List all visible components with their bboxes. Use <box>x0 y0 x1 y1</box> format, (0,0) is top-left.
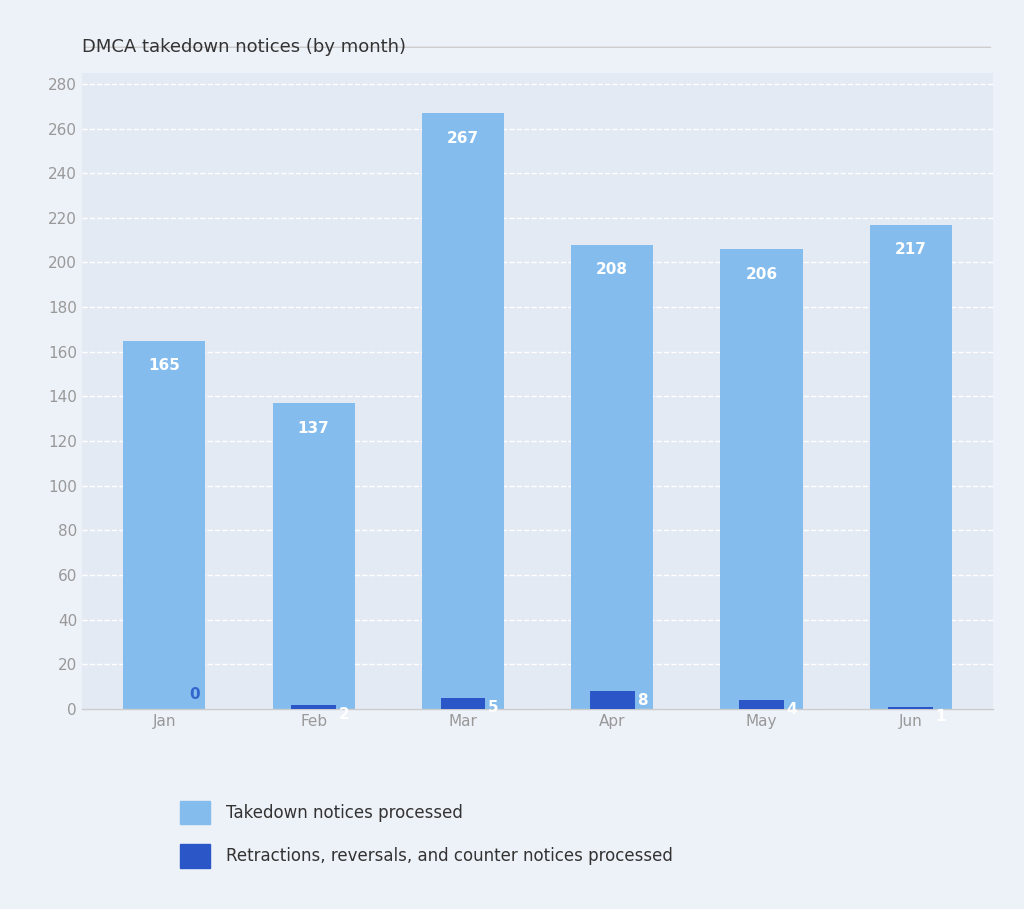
Bar <box>889 707 933 709</box>
Text: 4: 4 <box>786 703 797 717</box>
Bar <box>291 704 336 709</box>
Text: 1: 1 <box>936 709 946 724</box>
Text: 8: 8 <box>637 694 647 708</box>
Text: 2: 2 <box>338 707 349 722</box>
Bar <box>739 700 784 709</box>
Bar <box>272 404 354 709</box>
Text: 137: 137 <box>298 421 330 436</box>
Bar <box>440 698 485 709</box>
Bar <box>123 341 206 709</box>
Text: 267: 267 <box>446 131 479 145</box>
Bar <box>869 225 952 709</box>
Text: 206: 206 <box>745 267 777 282</box>
Text: 208: 208 <box>596 263 629 277</box>
Text: DMCA takedown notices (by month): DMCA takedown notices (by month) <box>82 38 406 55</box>
Legend: Takedown notices processed, Retractions, reversals, and counter notices processe: Takedown notices processed, Retractions,… <box>173 794 680 874</box>
Bar <box>721 249 803 709</box>
Bar <box>590 691 635 709</box>
Text: 0: 0 <box>189 687 200 703</box>
Text: 5: 5 <box>487 700 499 715</box>
Bar <box>422 113 504 709</box>
Text: 165: 165 <box>148 358 180 374</box>
Bar <box>571 245 653 709</box>
Text: 217: 217 <box>895 243 927 257</box>
